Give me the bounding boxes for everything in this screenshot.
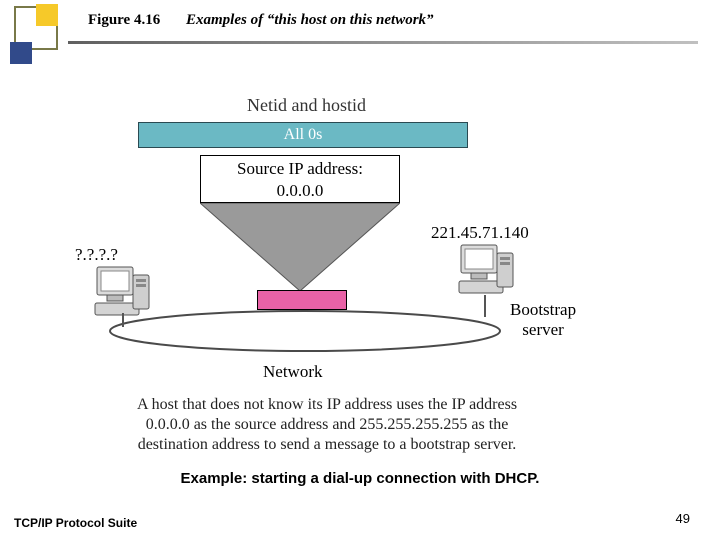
network-ellipse-icon (105, 307, 505, 355)
connector-right-icon (483, 295, 487, 317)
source-ip-box: Source IP address: 0.0.0.0 (200, 155, 400, 203)
header-rule (68, 41, 698, 44)
all-zeros-box: All 0s (138, 122, 468, 148)
bootstrap-server-icon (457, 243, 515, 298)
network-label: Network (263, 362, 322, 382)
figure-title: Examples of “this host on this network” (186, 12, 434, 29)
netid-hostid-label: Netid and hostid (247, 95, 366, 116)
logo-square-yellow (36, 4, 58, 26)
diagram-caption: A host that does not know its IP address… (127, 395, 527, 455)
arrow-down-icon (200, 203, 400, 291)
bootstrap-server-label: Bootstrap server (510, 300, 576, 340)
network-diagram: Netid and hostid All 0s Source IP addres… (75, 95, 635, 415)
bootstrap-ip-label: 221.45.71.140 (431, 223, 529, 243)
figure-label: Figure 4.16 (88, 12, 160, 29)
source-ip-line2: 0.0.0.0 (201, 180, 399, 202)
example-text: Example: starting a dial-up connection w… (0, 470, 720, 487)
bootstrap-label-line1: Bootstrap (510, 300, 576, 320)
packet-box (257, 290, 347, 310)
slide-header: Figure 4.16 Examples of “this host on th… (0, 6, 720, 66)
bootstrap-label-line2: server (510, 320, 576, 340)
footer-title: TCP/IP Protocol Suite (14, 516, 137, 530)
page-number: 49 (676, 511, 690, 526)
source-ip-line1: Source IP address: (201, 158, 399, 180)
connector-left-icon (121, 313, 125, 327)
unknown-ip-label: ?.?.?.? (75, 245, 118, 265)
logo-square-blue (10, 42, 32, 64)
